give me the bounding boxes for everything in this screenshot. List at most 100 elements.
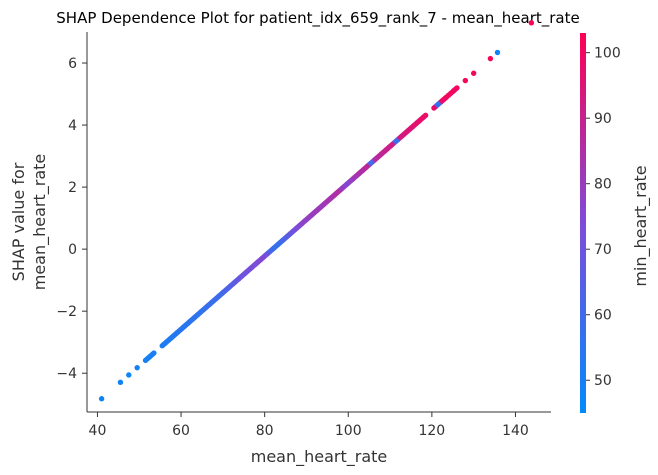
colorbar-label: min_heart_rate bbox=[631, 165, 651, 286]
data-point bbox=[259, 255, 266, 261]
x-tick-label: 140 bbox=[502, 423, 529, 439]
data-point bbox=[401, 130, 408, 137]
data-point bbox=[117, 379, 124, 385]
data-point bbox=[368, 160, 374, 166]
data-point bbox=[226, 284, 232, 290]
colorbar-tick-label: 80 bbox=[594, 177, 612, 193]
data-point bbox=[276, 240, 282, 247]
data-point bbox=[381, 149, 387, 155]
x-tick-label: 60 bbox=[172, 423, 190, 439]
data-point bbox=[142, 357, 149, 364]
y-tick-label: 2 bbox=[68, 180, 77, 196]
data-point bbox=[356, 171, 362, 177]
y-tick-label: −2 bbox=[56, 304, 77, 320]
data-point bbox=[151, 350, 157, 356]
data-point bbox=[180, 324, 186, 331]
data-point bbox=[376, 152, 383, 159]
x-tick-label: 80 bbox=[256, 423, 274, 439]
data-point bbox=[272, 244, 278, 250]
y-tick-label: 4 bbox=[68, 118, 77, 134]
colorbar-tick-label: 90 bbox=[594, 111, 612, 127]
data-point bbox=[301, 218, 308, 225]
data-point bbox=[126, 372, 132, 378]
data-point bbox=[218, 291, 224, 298]
points-layer bbox=[98, 20, 535, 402]
data-point bbox=[305, 215, 312, 221]
data-point bbox=[414, 119, 420, 126]
data-point bbox=[397, 134, 404, 140]
data-point bbox=[247, 266, 253, 272]
data-point bbox=[454, 85, 460, 91]
x-axis-ticks: 40 60 80 100 120 140 bbox=[89, 412, 529, 439]
data-point bbox=[184, 321, 191, 327]
colorbar-tick-label: 60 bbox=[594, 308, 612, 324]
data-point bbox=[372, 156, 379, 162]
data-point bbox=[435, 101, 441, 108]
data-point bbox=[213, 295, 220, 301]
data-point bbox=[205, 302, 211, 309]
colorbar-tick-label: 100 bbox=[594, 46, 621, 62]
data-point bbox=[209, 299, 216, 305]
x-axis-label: mean_heart_rate bbox=[251, 447, 388, 467]
x-tick-label: 100 bbox=[335, 423, 362, 439]
data-point bbox=[410, 123, 416, 129]
colorbar-tick-label: 50 bbox=[594, 373, 612, 389]
colorbar-ticks: 50 60 70 80 90 100 bbox=[586, 46, 621, 389]
data-point bbox=[364, 163, 370, 170]
data-point bbox=[462, 77, 469, 84]
data-point bbox=[393, 138, 400, 144]
y-tick-label: 6 bbox=[68, 56, 77, 72]
data-point bbox=[98, 396, 105, 402]
colorbar bbox=[580, 33, 586, 413]
data-point bbox=[339, 185, 345, 192]
data-point bbox=[238, 273, 245, 279]
data-point bbox=[439, 97, 446, 104]
data-point bbox=[470, 70, 477, 76]
data-point bbox=[201, 306, 207, 312]
data-point bbox=[284, 233, 291, 239]
data-point bbox=[192, 313, 199, 320]
colorbar-tick-label: 70 bbox=[594, 242, 612, 258]
y-axis-label: SHAP value for mean_heart_rate bbox=[9, 154, 50, 291]
chart-title: SHAP Dependence Plot for patient_idx_659… bbox=[56, 9, 579, 28]
data-point bbox=[330, 193, 337, 199]
data-point bbox=[418, 116, 425, 122]
data-point bbox=[318, 204, 324, 210]
data-point bbox=[297, 222, 303, 228]
data-point bbox=[443, 94, 450, 100]
data-point bbox=[422, 112, 429, 119]
data-point bbox=[255, 258, 262, 265]
data-point bbox=[351, 174, 358, 181]
data-point bbox=[314, 207, 320, 214]
data-point bbox=[172, 332, 178, 338]
data-point bbox=[176, 328, 182, 334]
data-point bbox=[326, 196, 333, 203]
data-point bbox=[322, 200, 328, 206]
data-point bbox=[385, 145, 391, 151]
data-point bbox=[528, 20, 535, 26]
data-point bbox=[159, 343, 165, 349]
data-point bbox=[197, 310, 203, 316]
y-tick-label: −4 bbox=[56, 366, 77, 382]
data-point bbox=[134, 364, 140, 371]
y-axis-ticks: −4 −2 0 2 4 6 bbox=[56, 56, 87, 382]
data-point bbox=[406, 127, 412, 133]
data-point bbox=[360, 167, 366, 173]
data-point bbox=[450, 88, 456, 95]
y-axis-label-line-1: SHAP value for bbox=[9, 162, 28, 281]
data-point bbox=[167, 335, 174, 342]
data-point bbox=[234, 277, 241, 283]
data-point bbox=[494, 49, 501, 56]
data-point bbox=[264, 251, 270, 257]
data-point bbox=[431, 105, 437, 111]
y-tick-label: 0 bbox=[68, 242, 77, 258]
data-point bbox=[335, 189, 341, 195]
data-point bbox=[243, 269, 249, 276]
x-tick-label: 120 bbox=[418, 423, 445, 439]
data-point bbox=[280, 236, 287, 243]
data-point bbox=[251, 262, 257, 268]
data-point bbox=[347, 178, 354, 184]
y-axis-label-line-2: mean_heart_rate bbox=[30, 154, 50, 291]
x-tick-label: 40 bbox=[89, 423, 107, 439]
